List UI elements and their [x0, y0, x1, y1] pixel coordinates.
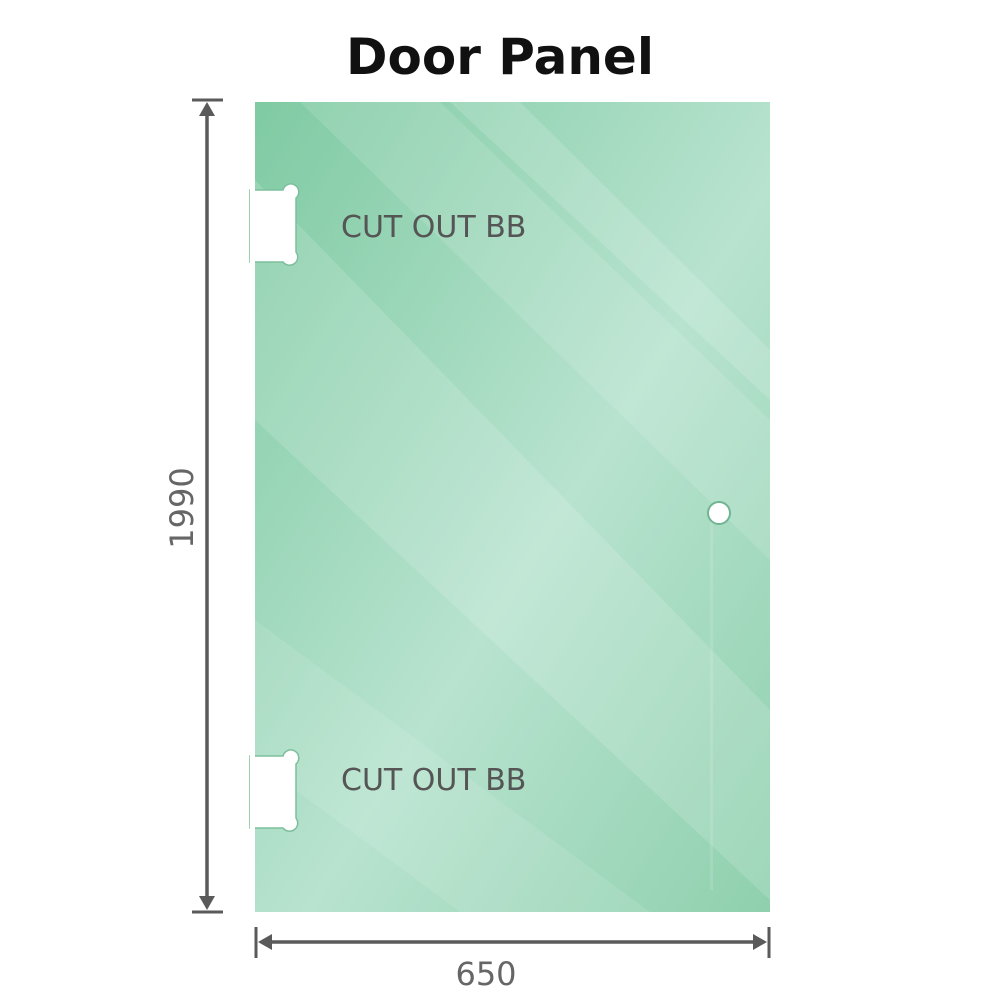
- height-dimension: [192, 98, 223, 914]
- arrow-down-icon: [199, 896, 215, 910]
- cutout-bottom: [249, 749, 300, 832]
- glass-reflections: [255, 102, 770, 912]
- width-dimension: [254, 927, 771, 958]
- cutout-top: [249, 183, 300, 266]
- arrow-left-icon: [258, 934, 272, 950]
- cutout-label-top: CUT OUT BB: [341, 210, 526, 245]
- arrow-up-icon: [199, 102, 215, 116]
- cutout-label-bottom: CUT OUT BB: [341, 763, 526, 798]
- width-label: 650: [455, 955, 516, 993]
- arrow-right-icon: [753, 934, 767, 950]
- diagram-title: Door Panel: [346, 28, 654, 86]
- height-label: 1990: [163, 467, 201, 548]
- glass-panel: [255, 102, 770, 912]
- handle-hole: [707, 501, 731, 525]
